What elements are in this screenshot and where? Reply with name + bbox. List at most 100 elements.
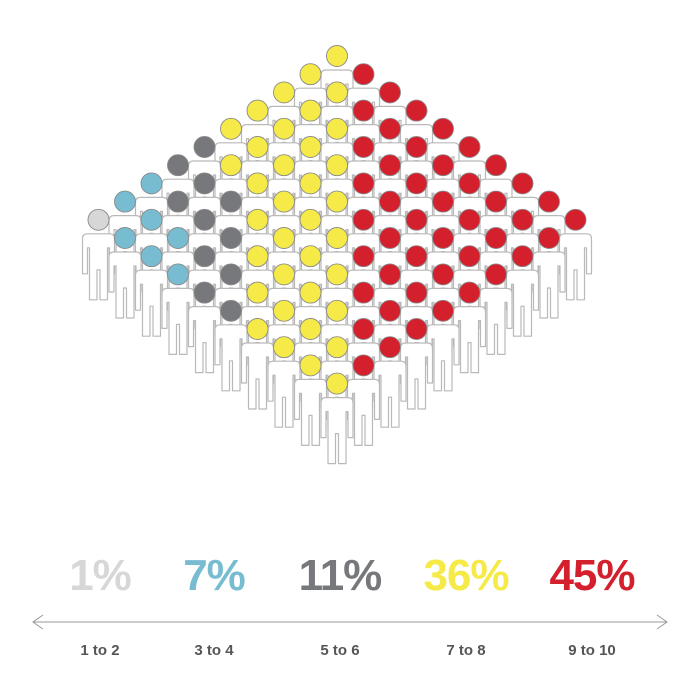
- person-dot-9-to-10: [432, 299, 454, 322]
- person-dot-9-to-10: [379, 81, 401, 104]
- person-figure: [161, 287, 195, 355]
- person-dot-9-to-10: [352, 354, 375, 377]
- person-dot-9-to-10: [405, 281, 428, 304]
- person-dot-7-to-8: [326, 227, 348, 249]
- person-dot-9-to-10: [352, 281, 375, 304]
- person-dot-7-to-8: [246, 172, 269, 195]
- person-dot-9-to-10: [458, 245, 481, 268]
- person-dot-9-to-10: [511, 208, 534, 231]
- person-dot-7-to-8: [273, 336, 295, 359]
- person-dot-7-to-8: [273, 227, 295, 249]
- person-dot-9-to-10: [352, 245, 375, 268]
- person-dot-9-to-10: [458, 136, 481, 158]
- person-dot-9-to-10: [379, 227, 401, 249]
- person-dot-9-to-10: [432, 263, 454, 286]
- person-dot-5-to-6: [220, 263, 242, 286]
- person-dot-9-to-10: [405, 136, 428, 158]
- person-dot-5-to-6: [193, 208, 216, 231]
- percent-label-3-to-4: 7%: [183, 551, 245, 600]
- person-dot-9-to-10: [432, 117, 454, 140]
- person-dot-9-to-10: [458, 208, 481, 231]
- person-dot-9-to-10: [458, 172, 481, 195]
- range-label-5-to-6: 5 to 6: [320, 642, 359, 659]
- percent-labels: 1% 7% 11% 36% 45%: [69, 551, 635, 600]
- person-dot-7-to-8: [299, 136, 322, 158]
- person-dot-3-to-4: [114, 190, 136, 213]
- person-figure: [240, 342, 275, 410]
- person-dot-7-to-8: [273, 81, 295, 104]
- person-dot-7-to-8: [326, 117, 348, 140]
- person-dot-7-to-8: [326, 190, 348, 213]
- person-figure: [320, 397, 354, 465]
- person-figure: [505, 269, 540, 337]
- person-dot-7-to-8: [273, 190, 295, 213]
- percent-label-7-to-8: 36%: [423, 551, 508, 600]
- person-dot-7-to-8: [246, 208, 269, 231]
- person-dot-7-to-8: [299, 318, 322, 340]
- person-dot-7-to-8: [326, 45, 348, 67]
- range-axis: [32, 614, 668, 630]
- person-dot-7-to-8: [326, 372, 348, 395]
- person-dot-9-to-10: [379, 336, 401, 359]
- person-dot-9-to-10: [405, 172, 428, 195]
- person-dot-7-to-8: [299, 172, 322, 195]
- person-dot-5-to-6: [193, 172, 216, 195]
- person-dot-5-to-6: [220, 299, 242, 322]
- axis-right-arrow: [656, 614, 668, 630]
- person-dot-5-to-6: [193, 245, 216, 268]
- axis-left-arrow: [32, 614, 44, 630]
- person-dot-9-to-10: [511, 245, 534, 268]
- person-dot-3-to-4: [140, 245, 163, 268]
- person-dot-3-to-4: [167, 227, 189, 249]
- person-dot-9-to-10: [432, 154, 454, 177]
- person-dot-9-to-10: [485, 154, 507, 177]
- person-figure: [267, 360, 301, 428]
- person-dot-7-to-8: [326, 154, 348, 177]
- person-dot-3-to-4: [140, 172, 163, 195]
- person-dot-7-to-8: [326, 81, 348, 104]
- percent-label-9-to-10: 45%: [549, 551, 634, 600]
- person-dot-5-to-6: [220, 227, 242, 249]
- person-dot-9-to-10: [405, 245, 428, 268]
- range-label-7-to-8: 7 to 8: [446, 642, 485, 659]
- person-dot-9-to-10: [352, 318, 375, 340]
- person-dot-3-to-4: [114, 227, 136, 249]
- person-figure: [479, 287, 513, 355]
- person-dot-9-to-10: [538, 227, 560, 249]
- range-label-9-to-10: 9 to 10: [568, 642, 616, 659]
- person-dot-7-to-8: [246, 136, 269, 158]
- person-dot-5-to-6: [220, 190, 242, 213]
- person-figure: [81, 233, 116, 301]
- person-dot-9-to-10: [564, 208, 587, 231]
- person-figure: [532, 251, 566, 319]
- person-dot-7-to-8: [299, 99, 322, 122]
- person-dot-9-to-10: [538, 190, 560, 213]
- person-dot-9-to-10: [352, 99, 375, 122]
- person-dot-3-to-4: [140, 208, 163, 231]
- person-dot-7-to-8: [273, 299, 295, 322]
- range-label-1-to-2: 1 to 2: [80, 642, 119, 659]
- person-dot-5-to-6: [167, 154, 189, 177]
- person-dot-7-to-8: [220, 117, 242, 140]
- person-dot-9-to-10: [379, 299, 401, 322]
- person-dot-9-to-10: [352, 172, 375, 195]
- person-dot-9-to-10: [379, 154, 401, 177]
- person-dot-9-to-10: [352, 208, 375, 231]
- person-dot-9-to-10: [405, 208, 428, 231]
- person-dot-9-to-10: [432, 227, 454, 249]
- person-dot-7-to-8: [246, 245, 269, 268]
- person-figure: [293, 378, 328, 446]
- person-dot-9-to-10: [405, 318, 428, 340]
- person-dot-9-to-10: [379, 190, 401, 213]
- person-dot-7-to-8: [299, 208, 322, 231]
- person-dot-7-to-8: [246, 99, 269, 122]
- person-dot-7-to-8: [299, 63, 322, 86]
- person-dot-9-to-10: [485, 263, 507, 286]
- person-dot-7-to-8: [273, 154, 295, 177]
- person-dot-5-to-6: [193, 136, 216, 158]
- person-figure: [134, 269, 169, 337]
- percent-label-1-to-2: 1%: [69, 551, 131, 600]
- person-dot-1-to-2: [87, 208, 110, 231]
- person-dot-7-to-8: [299, 354, 322, 377]
